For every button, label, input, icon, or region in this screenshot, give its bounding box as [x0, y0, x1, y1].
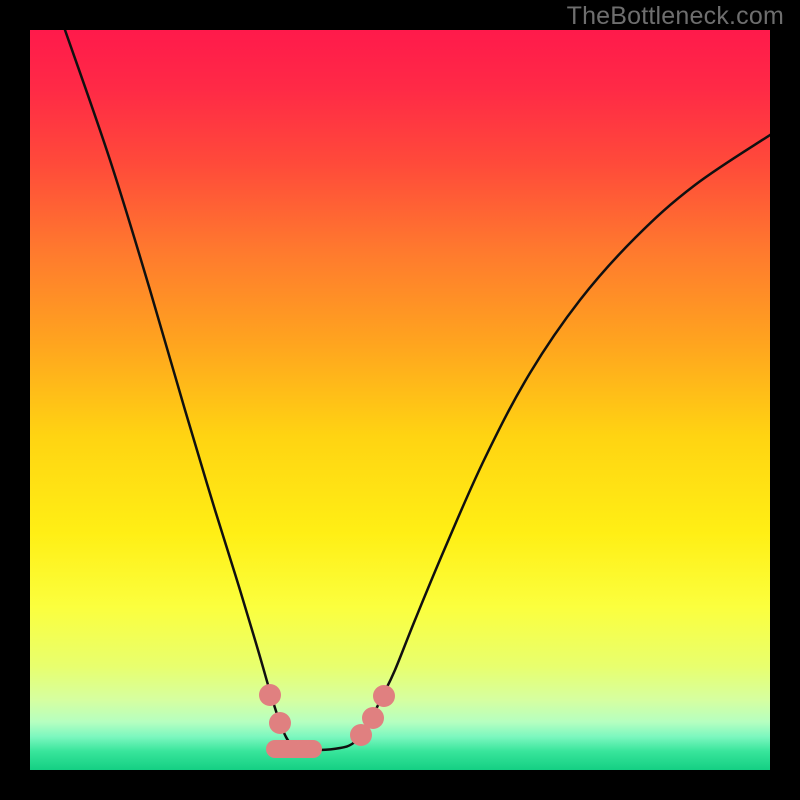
highlight-marker [373, 685, 395, 707]
highlight-marker [266, 740, 322, 758]
highlight-marker [259, 684, 281, 706]
curve-layer [0, 0, 800, 800]
watermark-text: TheBottleneck.com [567, 2, 784, 31]
highlight-marker [362, 707, 384, 729]
bottleneck-curve [65, 30, 770, 750]
chart-stage: TheBottleneck.com [0, 0, 800, 800]
highlight-marker [269, 712, 291, 734]
